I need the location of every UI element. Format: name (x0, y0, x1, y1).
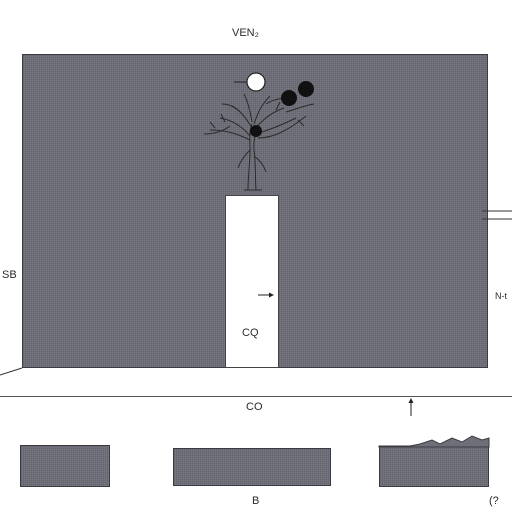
left-label: SB (2, 269, 17, 281)
left-tick-line (0, 367, 23, 376)
block-left (20, 445, 110, 487)
block-right-label: (? (489, 495, 499, 507)
tree-icon (203, 93, 315, 191)
baseline (0, 396, 512, 397)
marker-dark-1 (298, 81, 314, 97)
arrow-right-icon (258, 292, 274, 298)
column (225, 195, 279, 368)
column-label: CQ (242, 327, 259, 339)
bottom-label: CO (246, 401, 263, 413)
marker-dark-2 (281, 90, 297, 106)
right-label: N-t (495, 291, 507, 301)
marker-dark-3 (250, 125, 262, 137)
block-middle (173, 448, 331, 486)
top-label: VEN₂ (232, 27, 259, 39)
block-middle-label: B (252, 495, 260, 507)
block-right-rough-edge (378, 435, 490, 448)
block-right (379, 446, 489, 487)
marker-hollow (246, 72, 266, 92)
arrow-up-icon (408, 398, 414, 416)
